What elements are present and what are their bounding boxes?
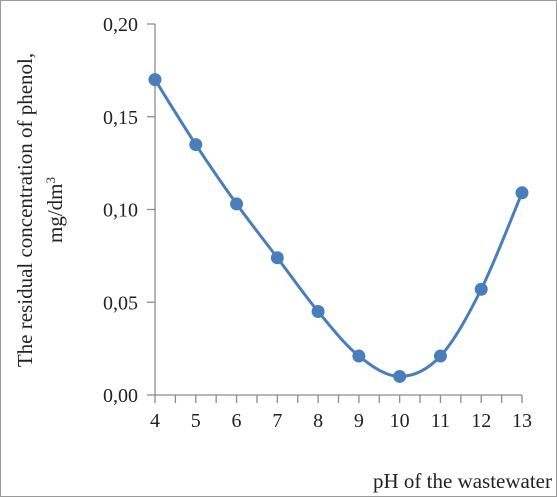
- data-point: [352, 349, 366, 363]
- x-tick-label: 10: [390, 410, 410, 432]
- y-axis-unit: mg/dm: [43, 183, 67, 243]
- data-point: [433, 349, 447, 363]
- data-point: [270, 251, 284, 265]
- data-point: [148, 73, 162, 87]
- y-axis-label-line2: mg/dm3: [43, 177, 67, 243]
- y-tick-label: 0,00: [103, 385, 138, 407]
- x-tick-label: 13: [512, 410, 532, 432]
- data-point: [515, 186, 529, 200]
- x-axis-ticks: 4 5 6 7 8 9 10 11 12 13: [150, 395, 532, 432]
- x-tick-label: 6: [232, 410, 242, 432]
- x-tick-label: 9: [354, 410, 364, 432]
- y-axis-label-line1: The residual concentration of phenol,: [13, 53, 37, 367]
- x-tick-label: 11: [431, 410, 450, 432]
- x-tick-label: 7: [272, 410, 282, 432]
- data-points: [148, 73, 529, 383]
- y-tick-label: 0,05: [103, 292, 138, 314]
- data-point: [311, 305, 325, 319]
- y-tick-label: 0,15: [103, 107, 138, 129]
- data-point: [189, 138, 203, 152]
- x-tick-label: 12: [471, 410, 491, 432]
- data-point: [393, 369, 407, 383]
- x-tick-label: 5: [191, 410, 201, 432]
- data-point: [230, 197, 244, 211]
- y-tick-label: 0,10: [103, 200, 138, 222]
- x-tick-label: 8: [313, 410, 323, 432]
- y-tick-label: 0,20: [103, 14, 138, 36]
- series-line: [153, 78, 524, 378]
- y-axis-ticks: 0,00 0,05 0,10 0,15 0,20: [103, 14, 155, 407]
- data-point: [474, 282, 488, 296]
- x-tick-label: 4: [150, 410, 160, 432]
- x-axis-label: pH of the wastewater: [373, 469, 552, 493]
- y-axis-unit-exponent: 3: [43, 177, 58, 184]
